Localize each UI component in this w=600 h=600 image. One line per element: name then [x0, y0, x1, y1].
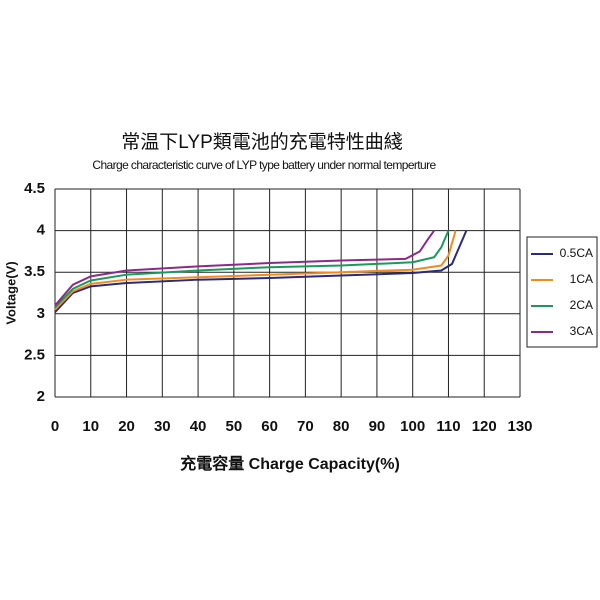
y-axis-label: Voltage(V) — [3, 261, 18, 324]
series-line — [54, 230, 450, 308]
legend-label: 3CA — [570, 324, 593, 338]
series-line — [54, 230, 435, 307]
y-tick-label: 3.5 — [24, 263, 45, 280]
x-tick-label: 80 — [333, 418, 350, 435]
x-tick-label: 70 — [297, 418, 314, 435]
legend-label: 2CA — [570, 298, 593, 312]
legend-box — [526, 236, 598, 348]
x-tick-label: 110 — [436, 418, 460, 435]
x-tick-label: 60 — [261, 418, 278, 435]
y-tick-label: 2 — [37, 388, 45, 405]
x-tick-label: 100 — [400, 418, 425, 435]
chart-title: 常温下LYP類電池的充電特性曲綫 — [121, 131, 403, 153]
x-tick-label: 50 — [226, 418, 243, 435]
x-tick-label: 40 — [190, 418, 207, 435]
x-tick-label: 90 — [369, 418, 386, 435]
x-tick-label: 0 — [51, 418, 59, 435]
x-tick-label: 130 — [507, 418, 532, 435]
y-tick-label: 2.5 — [24, 346, 45, 363]
x-tick-label: 10 — [82, 418, 99, 435]
y-tick-label: 4 — [37, 222, 46, 239]
x-tick-label: 30 — [154, 418, 171, 435]
legend-label: 0.5CA — [560, 246, 593, 260]
series-line — [54, 230, 457, 311]
y-tick-label: 4.5 — [24, 180, 45, 197]
chart-subtitle: Charge characteristic curve of LYP type … — [92, 158, 436, 172]
legend-label: 1CA — [570, 272, 593, 286]
x-axis-label: 充電容量 Charge Capacity(%) — [180, 454, 400, 473]
x-tick-label: 120 — [472, 418, 497, 435]
x-tick-label: 20 — [118, 418, 135, 435]
series-line — [54, 230, 468, 313]
y-tick-label: 3 — [37, 305, 45, 322]
